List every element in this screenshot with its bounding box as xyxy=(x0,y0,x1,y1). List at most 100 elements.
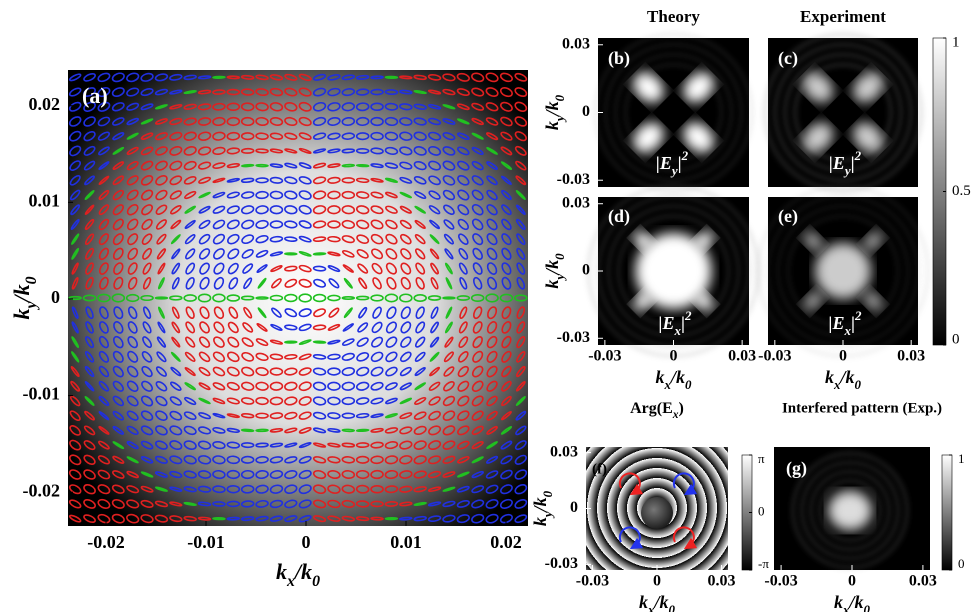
colorbar-tick-label: 0 xyxy=(952,331,960,347)
inset-label-part: |E xyxy=(656,153,672,173)
colorbar-tick-label: 0.5 xyxy=(952,183,971,199)
polarization-ellipse xyxy=(213,518,225,520)
polarization-ellipse xyxy=(443,297,455,299)
x-tick-label: 0.03 xyxy=(708,573,736,590)
x-tick-label: 0.03 xyxy=(909,573,937,590)
y-axis-label: ky/k0 xyxy=(542,253,567,289)
colorbar-tick-label: 1 xyxy=(958,451,965,466)
y-axis-label-part: 0 xyxy=(552,253,567,260)
panel-label: (g) xyxy=(786,458,807,479)
polarization-ellipse xyxy=(385,76,397,78)
polarization-ellipse xyxy=(357,164,369,166)
x-axis-label-part: /k xyxy=(847,592,863,612)
y-axis-label-part: /k xyxy=(542,101,562,117)
panel-label: (d) xyxy=(608,206,630,227)
y-tick-label: 0.03 xyxy=(562,194,590,211)
panel-title-part: Arg(E xyxy=(630,400,673,417)
panel-title: Interfered pattern (Exp.) xyxy=(782,400,942,416)
x-axis-label: kx/k0 xyxy=(825,367,862,392)
y-tick-label: -0.03 xyxy=(545,555,578,572)
x-axis-label-part: 0 xyxy=(312,573,320,590)
y-tick-label: 0.03 xyxy=(550,443,578,460)
inset-label-part: |E xyxy=(829,313,845,333)
x-axis-label: kx/k0 xyxy=(639,592,676,612)
y-tick-label: 0 xyxy=(570,499,578,516)
colorbar-tick-label: π xyxy=(758,451,765,466)
x-axis-label: kx/k0 xyxy=(834,592,871,612)
x-axis-label-part: /k xyxy=(838,367,854,387)
x-tick-label: 0 xyxy=(302,532,311,552)
polarization-ellipse xyxy=(314,253,326,255)
x-tick-label: 0.02 xyxy=(490,532,522,552)
x-tick-label: -0.02 xyxy=(87,532,125,552)
y-axis-label-part: /k xyxy=(530,497,550,513)
figure: (a)-0.02-0.0100.010.02-0.02-0.0100.010.0… xyxy=(0,0,973,612)
y-tick-label: 0.02 xyxy=(29,94,61,114)
x-tick-label: -0.03 xyxy=(588,348,621,365)
inset-label-part: 2 xyxy=(681,148,689,163)
panel-label: (a) xyxy=(82,83,108,108)
inset-label-part: 2 xyxy=(854,308,862,323)
x-axis-label-part: 0 xyxy=(864,602,871,612)
x-axis-label-part: k xyxy=(656,367,665,387)
colorbar-tick-label: -π xyxy=(758,556,769,571)
x-axis-label-part: /k xyxy=(669,367,685,387)
x-axis-label-part: k xyxy=(834,592,843,612)
x-axis-label-part: k xyxy=(639,592,648,612)
x-axis-label-part: 0 xyxy=(685,377,692,392)
x-tick-label: 0 xyxy=(839,348,847,365)
x-axis-label-part: k xyxy=(276,559,287,584)
x-axis-label-part: /k xyxy=(293,559,312,584)
panel-label: (b) xyxy=(608,48,630,69)
polarization-ellipse xyxy=(285,341,297,343)
y-axis-label-part: k xyxy=(9,309,34,320)
y-axis-label: ky/k0 xyxy=(542,94,567,130)
colorbar xyxy=(942,455,952,570)
colorbar-tick-label: 0 xyxy=(758,503,765,518)
colorbar-tick-label: 1 xyxy=(952,34,960,50)
polarization-ellipse xyxy=(314,341,326,343)
y-axis-label-part: k xyxy=(530,517,550,526)
y-axis-label-part: 0 xyxy=(540,490,555,497)
y-tick-label: -0.03 xyxy=(557,329,590,346)
y-axis-label-part: /k xyxy=(542,260,562,276)
x-tick-label: 0 xyxy=(848,573,856,590)
x-axis-label-part: k xyxy=(825,367,834,387)
intensity-lobe xyxy=(815,243,871,299)
y-tick-label: 0 xyxy=(51,287,60,307)
x-axis-label-part: 0 xyxy=(855,377,862,392)
panel-label: (f) xyxy=(592,461,607,477)
colorbar-tick-label: 0 xyxy=(958,556,965,571)
panel-label: (e) xyxy=(778,206,798,227)
x-axis-label: kx/k0 xyxy=(656,367,693,392)
x-tick-label: -0.03 xyxy=(576,573,609,590)
y-tick-label: -0.03 xyxy=(557,171,590,188)
x-tick-label: -0.01 xyxy=(187,532,225,552)
y-axis-label-part: 0 xyxy=(552,94,567,101)
inset-label-part: 2 xyxy=(854,148,862,163)
polarization-ellipse xyxy=(385,518,397,520)
y-tick-label: -0.01 xyxy=(23,384,61,404)
panel-title: Experiment xyxy=(800,7,886,26)
x-axis-label-part: /k xyxy=(652,592,668,612)
phase-core xyxy=(641,497,673,529)
y-tick-label: 0 xyxy=(582,103,590,120)
x-tick-label: 0 xyxy=(653,573,661,590)
inset-label-part: |E xyxy=(829,153,845,173)
y-axis-label-part: k xyxy=(542,121,562,130)
y-tick-label: 0.03 xyxy=(562,35,590,52)
x-tick-label: -0.03 xyxy=(758,348,791,365)
y-axis-label-part: 0 xyxy=(23,276,40,284)
x-axis-label-part: x xyxy=(286,573,295,590)
intensity-lobe xyxy=(828,491,872,531)
intensity-background xyxy=(68,70,528,526)
y-axis-label-part: /k xyxy=(9,284,34,303)
y-tick-label: 0 xyxy=(582,262,590,279)
x-axis-label: kx/k0 xyxy=(276,559,320,590)
y-axis-label-part: k xyxy=(542,280,562,289)
x-tick-label: -0.03 xyxy=(764,573,797,590)
panel-label: (c) xyxy=(778,48,798,69)
polarization-ellipse xyxy=(285,253,297,255)
panel-title: Arg(Ex) xyxy=(630,400,684,421)
y-axis-label: ky/k0 xyxy=(530,490,555,526)
